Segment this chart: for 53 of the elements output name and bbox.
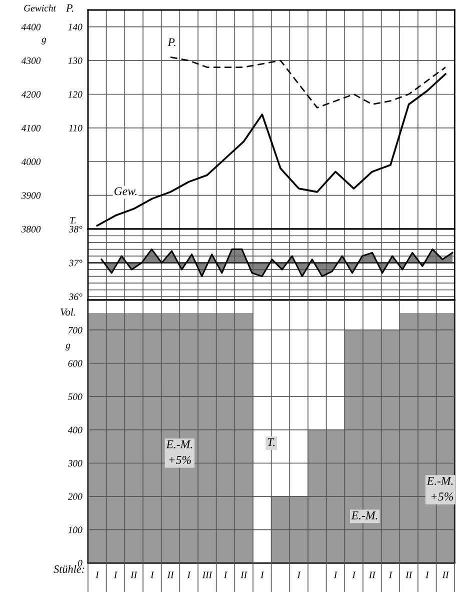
y-tick-label: 200 <box>68 493 82 500</box>
y-tick-label: 36° <box>68 294 82 300</box>
x-tick-label: II <box>167 572 174 578</box>
y-tick-label: 4300 <box>21 57 41 64</box>
x-tick-label: III <box>202 572 212 578</box>
y-tick-label: 4200 <box>21 91 41 98</box>
y-tick-label: 300 <box>68 460 82 467</box>
x-tick-label: I <box>425 572 430 578</box>
y2-axis-title: P. <box>66 4 74 12</box>
x-tick-label: I <box>388 572 392 578</box>
y-tick-label: 0 <box>78 560 82 566</box>
y-tick-label: 3900 <box>21 192 41 199</box>
x-tick-label: I <box>224 572 228 578</box>
y2-tick-label: 140 <box>68 24 82 30</box>
x-tick-label: I <box>334 572 338 578</box>
y2-tick-label: 120 <box>68 91 82 98</box>
y-tick-label: 100 <box>68 526 82 534</box>
x-tick-label: I <box>114 572 118 578</box>
y-tick-label: 38° <box>68 226 82 232</box>
y-tick-label: 400 <box>68 426 82 434</box>
y-tick-label: 3800 <box>21 226 41 232</box>
x-tick-label: II <box>368 572 376 578</box>
x-tick-label: II <box>240 572 248 578</box>
x-tick-label: I <box>352 572 356 578</box>
text: g <box>42 38 46 44</box>
y-tick-label: 4400 <box>21 24 41 30</box>
x-tick-label: II <box>442 572 450 578</box>
y-tick-label: 4000 <box>21 158 41 166</box>
y-tick-label: 4100 <box>21 124 41 132</box>
y-axis-title: Gewicht <box>24 4 56 12</box>
y-axis-title: T. <box>70 216 76 224</box>
x-tick-label: II <box>130 572 138 578</box>
x-tick-label: I <box>187 572 191 578</box>
y-tick-label: 700 <box>68 326 82 334</box>
x-tick-label: I <box>260 572 264 578</box>
y-tick-label: 600 <box>68 360 82 367</box>
x-axis-title: Stühle: <box>54 565 84 573</box>
x-tick-label: I <box>96 572 100 578</box>
y-tick-label: 500 <box>68 393 82 400</box>
y2-tick-label: 130 <box>68 57 82 64</box>
y-tick-label: 37° <box>68 260 82 266</box>
annotation: E.-M. +5% <box>426 477 454 501</box>
annotation: T. <box>268 438 275 446</box>
x-tick-label: I <box>297 572 301 578</box>
series-label: Gew. <box>114 187 136 196</box>
y-axis-title: Vol. <box>60 308 76 316</box>
x-tick-label: II <box>406 572 412 578</box>
annotation: E.-M. +5% <box>166 440 192 464</box>
y2-tick-label: 110 <box>68 124 82 132</box>
series-label: P. <box>168 38 176 46</box>
annotation: E.-M. <box>351 512 378 520</box>
text: g <box>66 344 70 350</box>
x-tick-label: I <box>150 572 154 578</box>
